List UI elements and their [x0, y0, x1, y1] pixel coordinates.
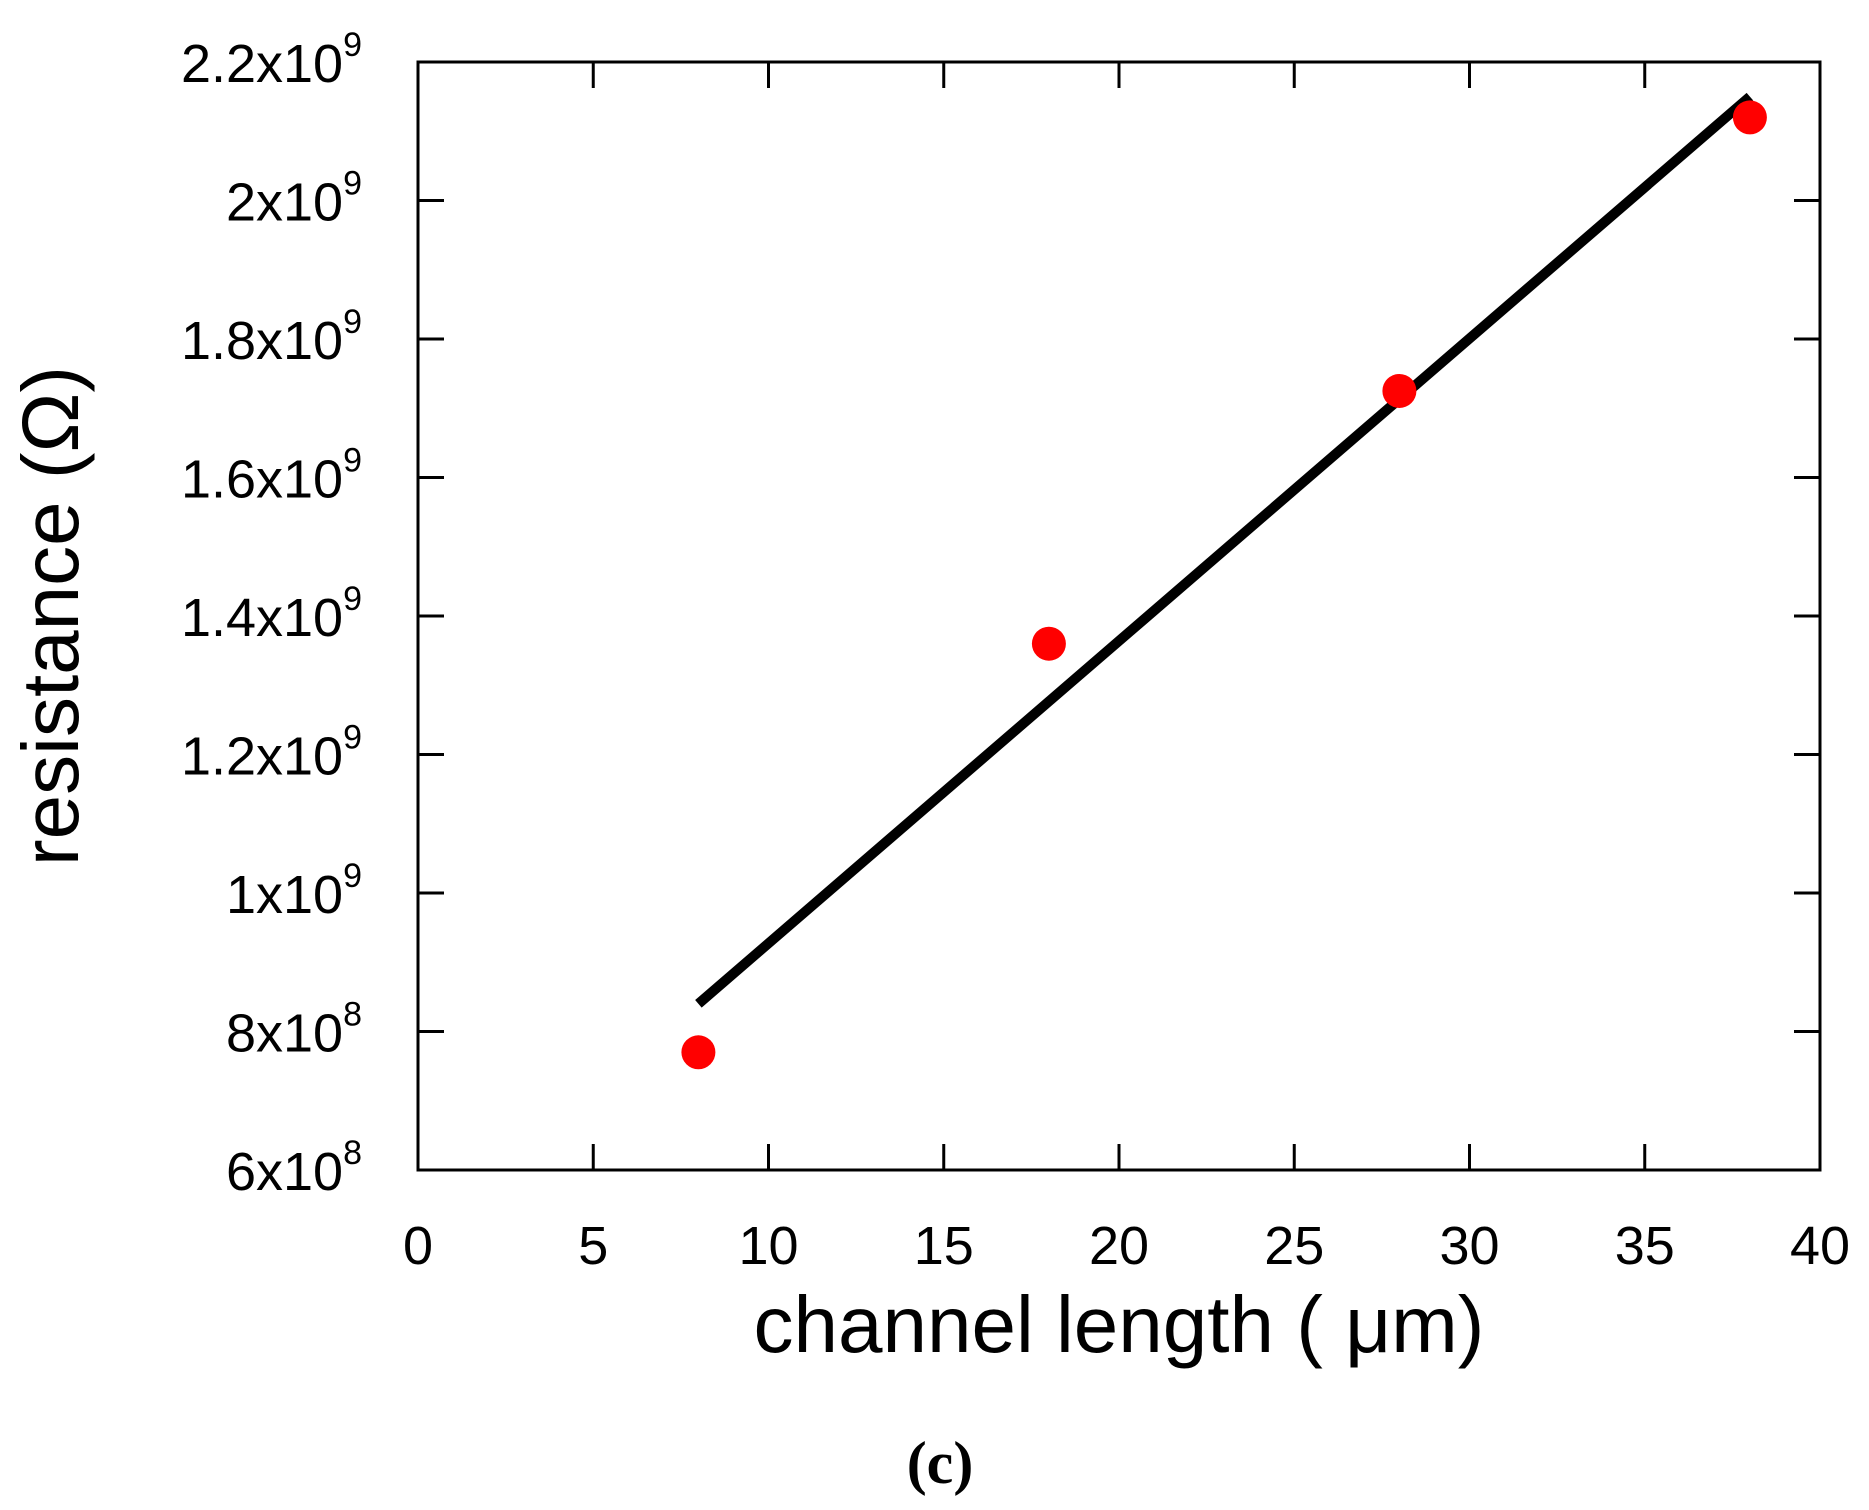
x-tick-label: 10 — [738, 1216, 798, 1276]
y-axis-title: resistance (Ω) — [6, 366, 95, 866]
x-tick-label: 25 — [1264, 1216, 1324, 1276]
plot-frame — [416, 60, 1822, 1172]
x-tick-label: 40 — [1790, 1216, 1850, 1276]
x-tick-label: 15 — [914, 1216, 974, 1276]
x-tick-label: 35 — [1615, 1216, 1675, 1276]
y-tick-label: 2.2x109 — [181, 26, 362, 94]
y-tick-label: 6x108 — [226, 1134, 362, 1202]
data-point — [1732, 100, 1767, 135]
x-axis-title: channel length ( μm) — [754, 1280, 1485, 1369]
x-tick-label: 0 — [403, 1216, 433, 1276]
data-series — [681, 92, 1767, 1070]
y-tick-label: 2x109 — [226, 165, 362, 233]
y-tick-label: 1.4x109 — [181, 580, 362, 648]
x-tick-label: 5 — [578, 1216, 608, 1276]
y-tick-label: 1x109 — [226, 857, 362, 925]
y-tick-label: 1.8x109 — [181, 303, 362, 371]
data-point — [1031, 626, 1066, 661]
x-tick-label: 20 — [1089, 1216, 1149, 1276]
y-tick-label: 1.2x109 — [181, 719, 362, 787]
y-axis-ticks: 6x108 8x108 1x109 1.2x109 1.4x109 1.6x109 1.8x… — [181, 26, 1820, 1202]
fit-line — [695, 92, 1754, 1008]
x-axis-ticks: 0 5 10 15 20 25 30 35 40 — [403, 62, 1850, 1276]
y-tick-label: 1.6x109 — [181, 442, 362, 510]
y-tick-label: 8x108 — [226, 996, 362, 1064]
figure-caption: (c) — [907, 1430, 974, 1496]
data-point — [1382, 373, 1417, 408]
x-tick-label: 30 — [1439, 1216, 1499, 1276]
data-point — [681, 1035, 716, 1070]
